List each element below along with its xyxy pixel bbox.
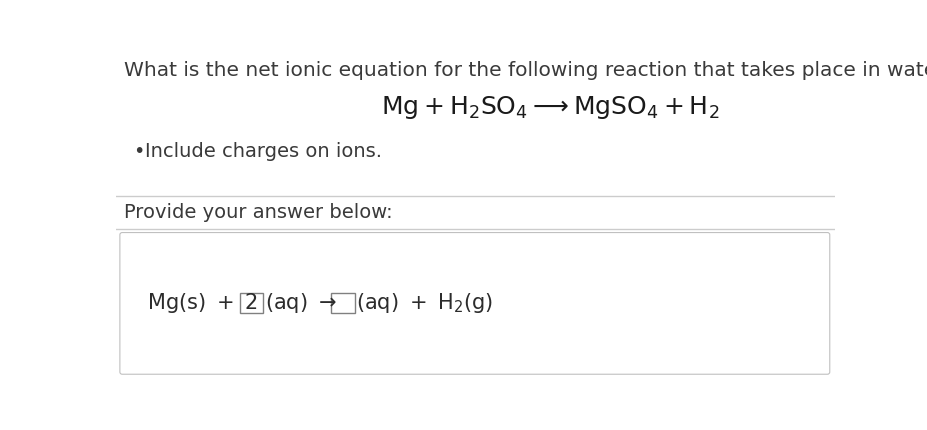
Text: $\mathrm{(aq)\ \rightarrow}$: $\mathrm{(aq)\ \rightarrow}$ bbox=[264, 292, 337, 315]
Text: Include charges on ions.: Include charges on ions. bbox=[146, 142, 382, 161]
Text: $\mathrm{(aq)\ +\ H_2(g)}$: $\mathrm{(aq)\ +\ H_2(g)}$ bbox=[356, 292, 493, 315]
Text: •: • bbox=[133, 142, 145, 161]
Bar bbox=[240, 293, 263, 313]
FancyBboxPatch shape bbox=[120, 233, 829, 374]
Text: $\mathrm{Mg(s)\ +\ 2}$: $\mathrm{Mg(s)\ +\ 2}$ bbox=[146, 292, 258, 315]
Text: Provide your answer below:: Provide your answer below: bbox=[123, 203, 392, 221]
Text: What is the net ionic equation for the following reaction that takes place in wa: What is the net ionic equation for the f… bbox=[123, 61, 927, 80]
Bar bbox=[331, 293, 354, 313]
Text: $\mathrm{Mg + H_2SO_4 \longrightarrow MgSO_4 + H_2}$: $\mathrm{Mg + H_2SO_4 \longrightarrow Mg… bbox=[380, 94, 718, 121]
